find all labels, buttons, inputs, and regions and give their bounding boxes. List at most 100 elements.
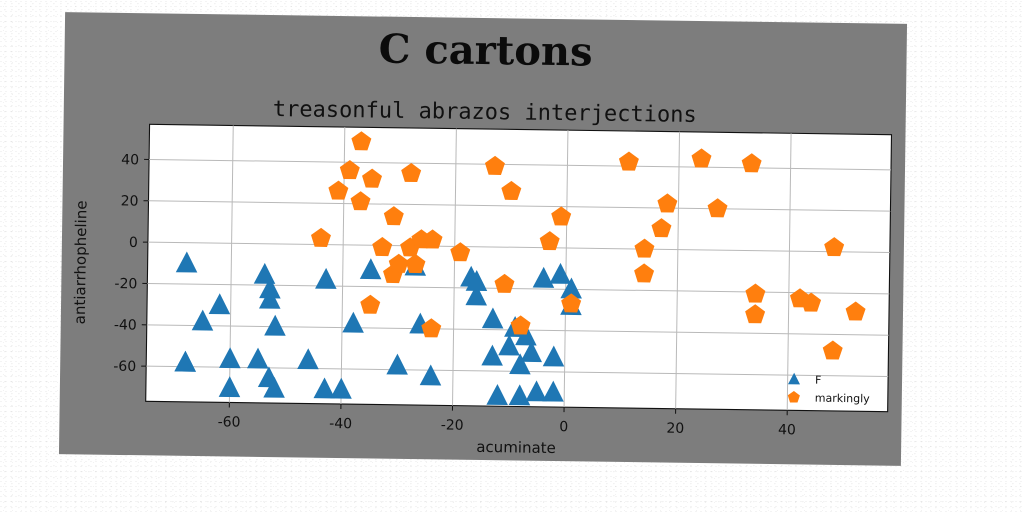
y-tick-label-4: 20 [121,193,139,209]
pentagon-point-27 [634,263,655,283]
x-grid-line-3 [563,130,569,408]
triangle-point-33 [520,341,543,363]
triangle-point-25 [481,307,504,329]
pentagon-point-9 [383,206,404,226]
x-grid-line-5 [786,133,792,411]
y-grid-line-5 [149,158,892,171]
y-tick-label-1: -40 [114,317,137,333]
pentagon-point-26 [634,238,655,258]
pentagon-point-39 [845,301,866,321]
pentagon-point-20 [501,180,522,200]
y-tick-label-5: 40 [121,152,139,168]
triangle-point-8 [258,287,281,309]
pentagon-point-1 [328,180,349,200]
y-tick-label-0: -60 [113,359,136,375]
triangle-point-35 [532,266,555,288]
triangle-point-21 [419,364,442,386]
y-tick-label-3: 0 [129,235,138,251]
triangle-point-38 [549,262,572,284]
pentagon-point-31 [707,198,728,218]
y-grid-line-3 [147,241,890,254]
pentagon-point-3 [351,131,372,151]
chart-title: C cartons [378,26,593,76]
data-points [174,131,866,406]
pentagon-point-13 [405,253,426,274]
triangle-point-1 [191,309,214,331]
triangle-point-37 [542,380,564,402]
triangle-point-4 [218,376,241,398]
y-grid-line-4 [148,200,891,212]
pentagon-point-10 [388,253,409,273]
triangle-point-14 [315,267,337,289]
x-tick-label-0: -60 [218,414,241,430]
triangle-point-23 [465,284,488,306]
triangle-point-30 [509,353,531,375]
pentagon-point-37 [824,237,845,257]
pentagon-point-16 [421,318,442,338]
triangle-point-42 [174,350,196,372]
triangle-point-28 [498,334,520,356]
pentagon-point-28 [651,218,672,238]
x-grid-line-2 [452,128,457,406]
pentagon-point-11 [401,162,422,183]
pentagon-point-17 [450,242,471,262]
pentagon-point-29 [657,193,678,213]
x-tick-label-5: 40 [778,422,796,438]
x-axis-label: acuminate [476,438,556,457]
pentagon-point-32 [741,153,762,173]
triangle-point-32 [515,324,537,346]
pentagon-point-4 [350,191,371,211]
pentagon-point-21 [510,315,531,335]
ticks: -60 -40 -20 0 20 40 -60 -40 -20 0 20 40 [113,152,796,438]
triangle-point-27 [486,384,508,406]
pentagon-point-34 [745,304,766,324]
legend-label-0: F [815,374,822,387]
pentagon-point-33 [745,283,766,303]
pentagon-point-7 [372,236,393,257]
chart-figure: C cartons treasonful abrazos interjectio… [58,12,908,466]
x-tick-label-2: -20 [441,417,464,433]
pentagon-point-6 [360,294,381,314]
pentagon-point-5 [362,168,383,188]
triangle-point-0 [175,251,198,273]
x-tick-label-4: 20 [666,421,684,437]
pentagon-point-19 [494,273,515,293]
pentagon-point-22 [539,231,560,251]
pentagon-point-23 [551,206,572,226]
legend-marker-0 [787,372,801,385]
triangle-point-13 [313,377,336,399]
scatter-chart: C cartons treasonful abrazos interjectio… [71,26,893,457]
triangle-point-17 [359,258,382,280]
triangle-point-6 [253,262,276,284]
triangle-point-34 [525,380,548,402]
pentagon-point-25 [618,151,639,171]
y-tick-label-2: -20 [114,276,137,292]
pentagon-point-30 [691,148,712,168]
pentagon-point-15 [422,229,443,249]
x-tick-label-3: 0 [559,419,568,435]
x-tick-label-1: -40 [329,416,352,432]
pentagon-point-0 [311,227,331,247]
chart-subtitle: treasonful abrazos interjections [273,97,697,128]
pentagon-point-36 [801,292,822,312]
triangle-point-26 [481,344,503,366]
pentagon-point-24 [561,293,582,313]
triangle-point-36 [542,345,565,367]
triangle-point-12 [297,348,319,370]
triangle-point-15 [330,377,352,399]
legend-marker-1 [787,390,800,403]
triangle-point-10 [263,376,285,398]
y-axis-label: antiarrhopheline [71,200,91,324]
triangle-point-16 [342,311,364,333]
triangle-point-3 [219,347,241,369]
triangle-point-24 [465,270,488,292]
pentagon-point-38 [822,340,843,360]
triangle-point-11 [264,314,286,336]
triangle-point-31 [508,384,531,406]
x-grid-line-4 [675,131,681,409]
legend-label-1: markingly [815,392,871,406]
pentagon-point-18 [484,155,505,175]
triangle-point-2 [208,293,231,315]
pentagon-point-2 [339,160,360,180]
